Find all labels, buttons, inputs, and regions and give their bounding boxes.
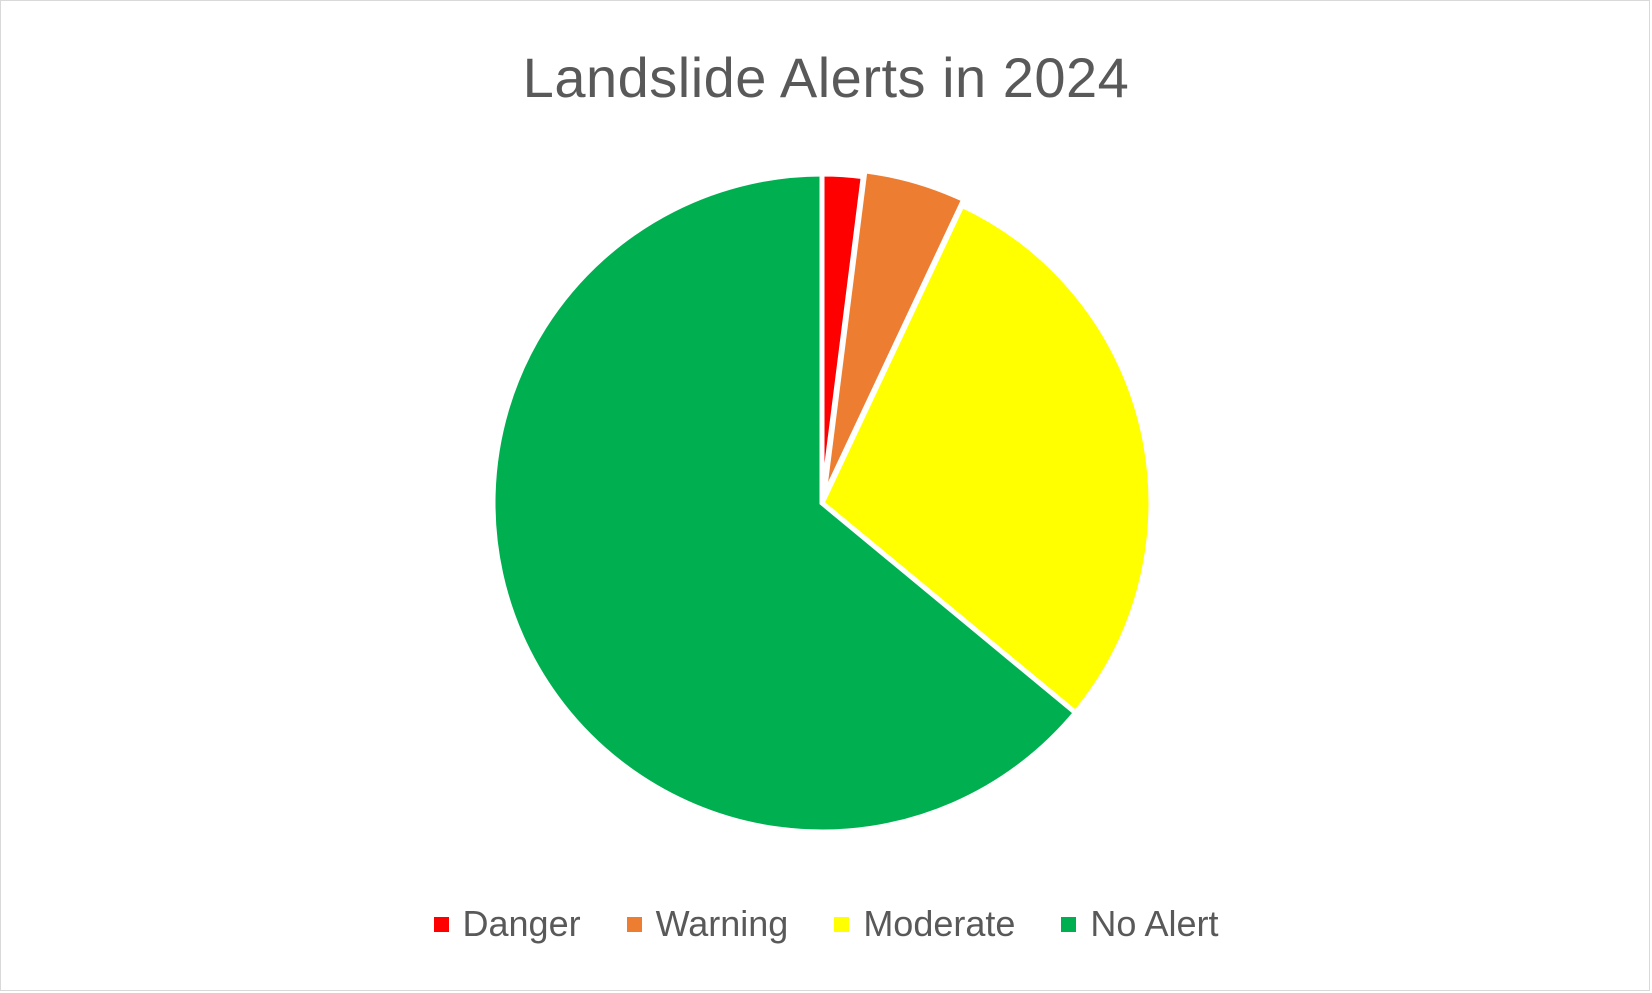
legend-label: Moderate [863,903,1016,944]
legend-item-no-alert: No Alert [1061,903,1218,945]
pie-slice-moderate [818,201,1154,717]
legend: Danger Warning Moderate No Alert [0,898,1652,950]
legend-label: No Alert [1090,903,1219,944]
legend-swatch [433,916,449,932]
pie-slice-no-alert [490,171,1080,835]
legend-swatch [834,916,850,932]
legend-item-danger: Danger [433,903,581,945]
pie-slice-warning [821,168,968,499]
legend-swatch [626,916,642,932]
legend-label: Warning [655,903,789,944]
legend-item-warning: Warning [626,903,789,945]
chart-title: Landslide Alerts in 2024 [522,46,1130,109]
legend-label: Danger [462,903,581,944]
legend-swatch [1061,916,1077,932]
legend-item-moderate: Moderate [834,903,1015,945]
